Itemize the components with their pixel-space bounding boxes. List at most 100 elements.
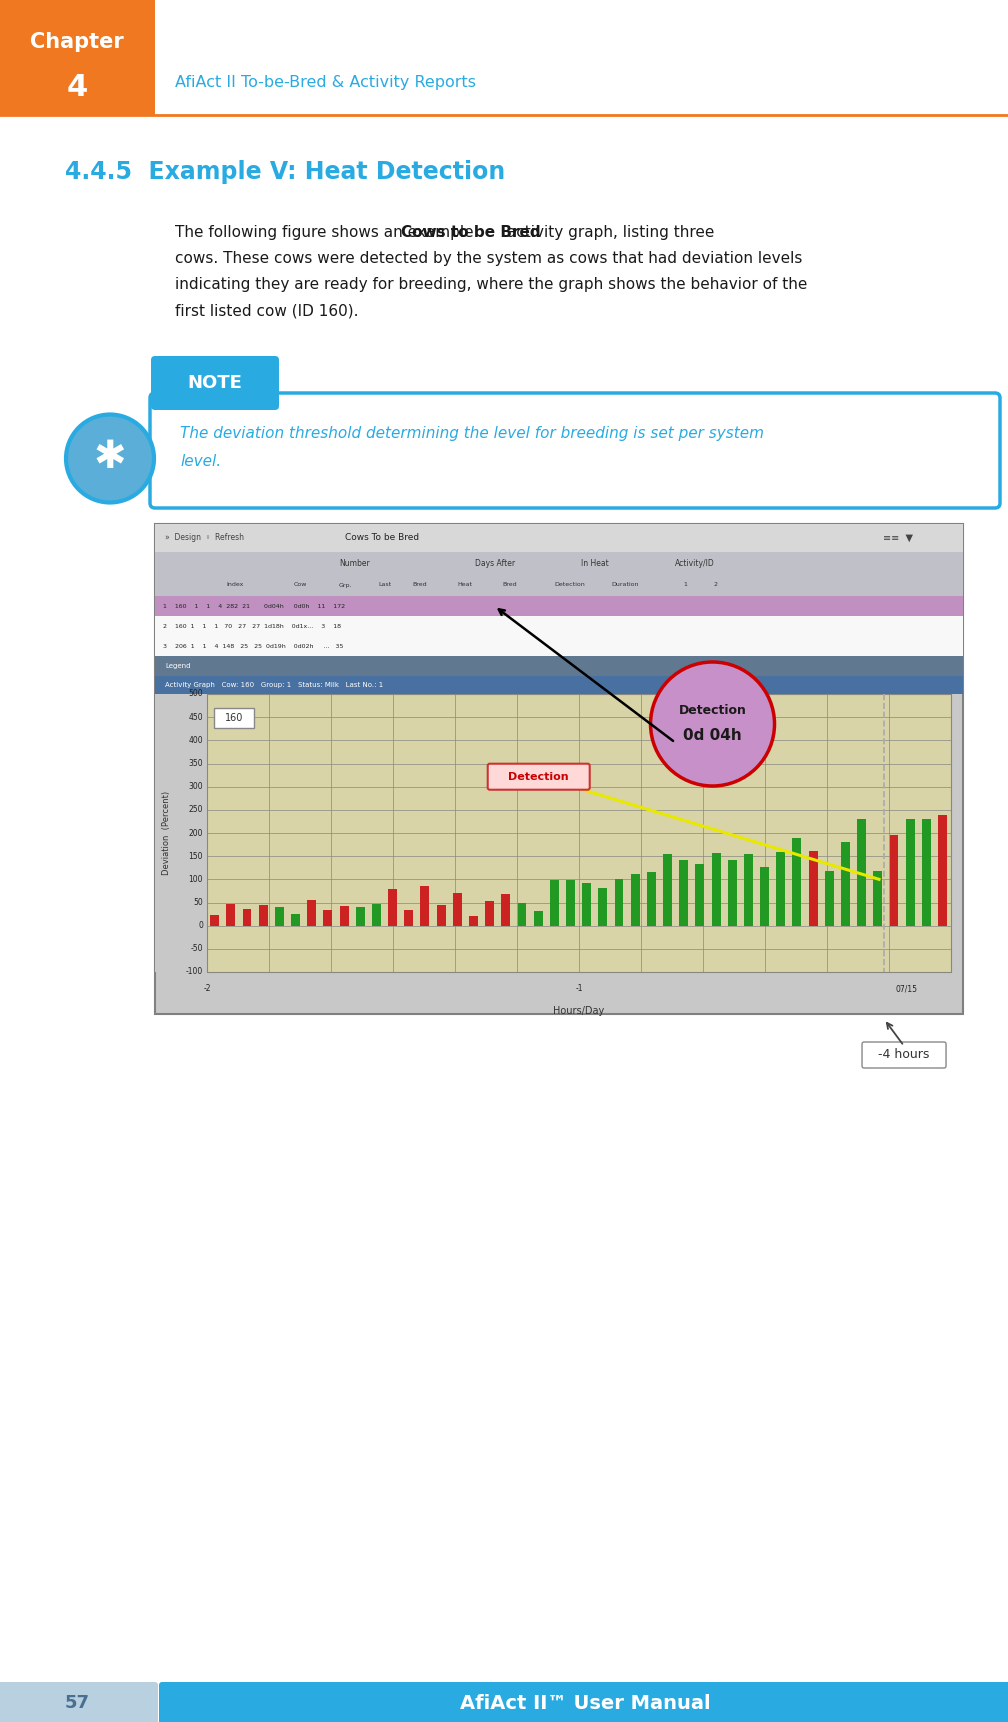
Bar bbox=[583, 883, 591, 926]
Text: activity graph, listing three: activity graph, listing three bbox=[502, 226, 714, 239]
Bar bbox=[243, 909, 251, 926]
Text: 350: 350 bbox=[188, 759, 203, 768]
Bar bbox=[324, 911, 333, 926]
FancyBboxPatch shape bbox=[862, 1042, 947, 1068]
FancyBboxPatch shape bbox=[0, 0, 155, 115]
Bar bbox=[922, 820, 930, 926]
Text: 400: 400 bbox=[188, 735, 203, 746]
FancyBboxPatch shape bbox=[155, 694, 207, 971]
Text: 57: 57 bbox=[65, 1694, 90, 1712]
FancyBboxPatch shape bbox=[159, 1682, 1008, 1722]
Text: 250: 250 bbox=[188, 806, 203, 815]
Bar bbox=[728, 859, 737, 926]
Text: indicating they are ready for breeding, where the graph shows the behavior of th: indicating they are ready for breeding, … bbox=[175, 277, 807, 293]
Text: Bred: Bred bbox=[503, 582, 517, 587]
FancyBboxPatch shape bbox=[155, 523, 963, 1014]
Text: -1: -1 bbox=[576, 983, 583, 994]
Bar bbox=[404, 909, 413, 926]
Text: 300: 300 bbox=[188, 782, 203, 790]
FancyBboxPatch shape bbox=[0, 1682, 158, 1722]
Text: The deviation threshold determining the level for breeding is set per system: The deviation threshold determining the … bbox=[180, 425, 764, 441]
Bar bbox=[889, 835, 898, 926]
Bar bbox=[533, 911, 542, 926]
Text: Duration: Duration bbox=[611, 582, 639, 587]
Bar bbox=[501, 894, 510, 926]
Text: 450: 450 bbox=[188, 713, 203, 722]
Bar bbox=[436, 904, 446, 926]
Text: Heat: Heat bbox=[458, 582, 473, 587]
Text: -100: -100 bbox=[185, 968, 203, 976]
Text: Activity Graph   Cow: 160   Group: 1   Status: Milk   Last No.: 1: Activity Graph Cow: 160 Group: 1 Status:… bbox=[165, 682, 383, 689]
Text: »  Design  ◦  Refresh: » Design ◦ Refresh bbox=[165, 534, 244, 542]
Bar bbox=[566, 880, 575, 926]
Bar bbox=[792, 837, 801, 926]
Bar bbox=[906, 820, 914, 926]
Bar bbox=[420, 887, 429, 926]
Text: Detection: Detection bbox=[678, 704, 747, 716]
Text: -2: -2 bbox=[204, 983, 211, 994]
Text: Index: Index bbox=[227, 582, 244, 587]
Text: 4.4.5  Example V: Heat Detection: 4.4.5 Example V: Heat Detection bbox=[65, 160, 505, 184]
Text: Days After: Days After bbox=[475, 558, 515, 568]
Text: -4 hours: -4 hours bbox=[878, 1049, 929, 1061]
FancyBboxPatch shape bbox=[150, 393, 1000, 508]
Text: Last: Last bbox=[378, 582, 391, 587]
Text: Deviation  (Percent): Deviation (Percent) bbox=[162, 790, 171, 875]
Bar bbox=[517, 902, 526, 926]
Text: Number: Number bbox=[340, 558, 370, 568]
Bar bbox=[259, 904, 268, 926]
Text: 3    206  1    1    4  148   25   25  0d19h    0d02h     ...   35: 3 206 1 1 4 148 25 25 0d19h 0d02h ... 35 bbox=[163, 644, 344, 649]
Text: 0: 0 bbox=[199, 921, 203, 930]
Bar bbox=[679, 861, 688, 926]
Text: 07/15: 07/15 bbox=[895, 983, 917, 994]
Text: ✱: ✱ bbox=[94, 437, 126, 475]
Text: cows. These cows were detected by the system as cows that had deviation levels: cows. These cows were detected by the sy… bbox=[175, 251, 802, 265]
Text: Chapter: Chapter bbox=[30, 33, 124, 52]
Text: Cows to be Bred: Cows to be Bred bbox=[401, 226, 540, 239]
Bar bbox=[372, 904, 381, 926]
Text: AfiAct II To-be-Bred & Activity Reports: AfiAct II To-be-Bred & Activity Reports bbox=[175, 74, 476, 90]
Text: The following figure shows an example: The following figure shows an example bbox=[175, 226, 479, 239]
Text: Detection: Detection bbox=[554, 582, 586, 587]
Text: 1    160    1    1    4  282  21       0d04h     0d0h    11    172: 1 160 1 1 4 282 21 0d04h 0d0h 11 172 bbox=[163, 603, 345, 608]
Bar bbox=[857, 820, 866, 926]
Text: Activity/ID: Activity/ID bbox=[675, 558, 715, 568]
Bar bbox=[291, 914, 300, 926]
Bar bbox=[275, 907, 284, 926]
Bar bbox=[388, 890, 397, 926]
Bar bbox=[744, 854, 753, 926]
Bar bbox=[663, 854, 672, 926]
Text: 150: 150 bbox=[188, 852, 203, 861]
Text: -50: -50 bbox=[191, 944, 203, 954]
Text: 100: 100 bbox=[188, 875, 203, 883]
FancyBboxPatch shape bbox=[155, 635, 963, 656]
Bar bbox=[808, 851, 817, 926]
Bar bbox=[550, 880, 558, 926]
Bar bbox=[615, 880, 624, 926]
Circle shape bbox=[650, 661, 774, 785]
FancyBboxPatch shape bbox=[207, 694, 951, 971]
Text: Bred: Bred bbox=[412, 582, 427, 587]
Text: Cow: Cow bbox=[293, 582, 306, 587]
Bar bbox=[776, 852, 785, 926]
Bar bbox=[485, 901, 494, 926]
FancyBboxPatch shape bbox=[155, 656, 963, 677]
Text: first listed cow (ID 160).: first listed cow (ID 160). bbox=[175, 303, 359, 319]
Bar bbox=[841, 842, 850, 926]
FancyBboxPatch shape bbox=[155, 573, 963, 596]
Text: 4: 4 bbox=[67, 72, 88, 102]
Text: 200: 200 bbox=[188, 828, 203, 837]
FancyBboxPatch shape bbox=[488, 765, 590, 790]
Bar bbox=[356, 907, 365, 926]
Text: Detection: Detection bbox=[508, 771, 570, 782]
FancyBboxPatch shape bbox=[155, 616, 963, 635]
FancyBboxPatch shape bbox=[214, 708, 254, 728]
Bar bbox=[696, 863, 705, 926]
Text: 2    160  1    1    1   70   27   27  1d18h    0d1x...    3    18: 2 160 1 1 1 70 27 27 1d18h 0d1x... 3 18 bbox=[163, 623, 341, 629]
Text: In Heat: In Heat bbox=[582, 558, 609, 568]
FancyBboxPatch shape bbox=[155, 596, 963, 616]
Text: 160: 160 bbox=[225, 713, 243, 723]
Bar bbox=[469, 916, 478, 926]
Text: 500: 500 bbox=[188, 689, 203, 699]
Bar bbox=[453, 892, 462, 926]
